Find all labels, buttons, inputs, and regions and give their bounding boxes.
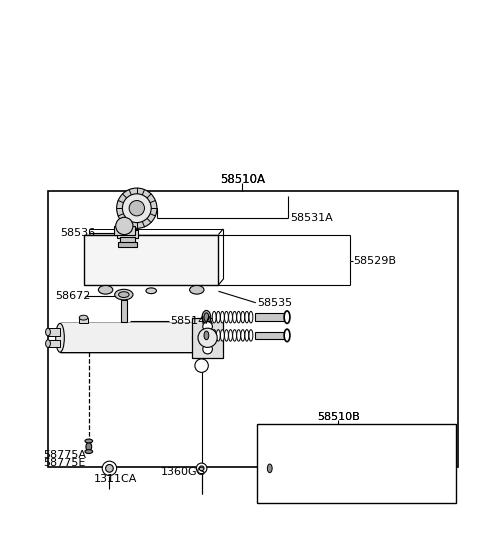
Ellipse shape [204, 331, 209, 340]
Ellipse shape [46, 328, 50, 336]
Ellipse shape [233, 330, 237, 341]
Text: 58529B: 58529B [353, 256, 396, 266]
Circle shape [129, 200, 144, 216]
Ellipse shape [237, 311, 240, 323]
Text: 58536: 58536 [60, 228, 95, 238]
Ellipse shape [228, 311, 232, 323]
Text: 58775A: 58775A [43, 450, 86, 460]
Ellipse shape [56, 323, 64, 352]
Ellipse shape [304, 462, 308, 474]
Text: 58510A: 58510A [220, 173, 265, 186]
Ellipse shape [241, 311, 245, 323]
Ellipse shape [199, 466, 204, 471]
Ellipse shape [202, 311, 211, 324]
Ellipse shape [245, 311, 249, 323]
Bar [192, 318, 223, 358]
Bar [255, 313, 284, 321]
Ellipse shape [216, 330, 220, 341]
Circle shape [203, 345, 212, 354]
Bar [120, 238, 135, 243]
Text: 58531A: 58531A [290, 213, 333, 223]
Bar [121, 300, 127, 323]
Ellipse shape [204, 313, 209, 322]
Text: 58535: 58535 [257, 298, 292, 308]
Ellipse shape [348, 462, 353, 474]
Ellipse shape [106, 465, 113, 472]
Ellipse shape [265, 461, 274, 475]
Circle shape [198, 328, 217, 347]
Ellipse shape [79, 315, 88, 320]
Ellipse shape [85, 439, 93, 443]
Ellipse shape [267, 464, 272, 473]
Ellipse shape [249, 311, 253, 323]
Ellipse shape [196, 463, 207, 473]
Bar [319, 465, 348, 472]
Ellipse shape [216, 311, 220, 323]
Ellipse shape [249, 330, 253, 341]
Circle shape [195, 359, 208, 372]
Ellipse shape [233, 311, 237, 323]
Ellipse shape [102, 461, 117, 476]
Ellipse shape [212, 311, 216, 323]
Ellipse shape [280, 462, 284, 474]
Bar [118, 242, 137, 247]
Ellipse shape [192, 323, 201, 352]
Bar [255, 331, 284, 339]
Text: 1311CA: 1311CA [94, 474, 137, 484]
Ellipse shape [190, 286, 204, 294]
Bar [257, 424, 456, 503]
Ellipse shape [300, 462, 304, 474]
Ellipse shape [202, 329, 211, 342]
Ellipse shape [146, 288, 156, 294]
Ellipse shape [86, 442, 92, 451]
Circle shape [122, 194, 151, 223]
Ellipse shape [288, 462, 292, 474]
Text: 58510B: 58510B [317, 412, 360, 422]
Text: 58514A: 58514A [170, 316, 213, 326]
Ellipse shape [115, 289, 133, 300]
Ellipse shape [220, 330, 224, 341]
Ellipse shape [237, 330, 240, 341]
Ellipse shape [98, 286, 113, 294]
Ellipse shape [245, 330, 249, 341]
Ellipse shape [284, 462, 288, 474]
Text: 58775E: 58775E [43, 458, 85, 468]
Ellipse shape [220, 311, 224, 323]
Bar [114, 226, 135, 235]
Text: 58510A: 58510A [220, 173, 265, 186]
Bar [48, 192, 458, 467]
Text: 58510B: 58510B [317, 412, 360, 422]
Bar [48, 340, 60, 347]
Ellipse shape [225, 330, 228, 341]
Bar [60, 323, 197, 352]
Ellipse shape [308, 462, 312, 474]
Bar [84, 235, 218, 285]
Text: 1360GG: 1360GG [161, 467, 206, 477]
Ellipse shape [276, 462, 279, 474]
Ellipse shape [284, 311, 290, 323]
Ellipse shape [212, 330, 216, 341]
Ellipse shape [225, 311, 228, 323]
Ellipse shape [119, 292, 129, 298]
Bar [60, 323, 197, 352]
Ellipse shape [241, 330, 245, 341]
Circle shape [116, 217, 133, 235]
Text: 58672: 58672 [55, 290, 91, 300]
Circle shape [203, 322, 212, 331]
Ellipse shape [292, 462, 296, 474]
Ellipse shape [85, 450, 93, 454]
Ellipse shape [284, 329, 290, 342]
Ellipse shape [228, 330, 232, 341]
Ellipse shape [296, 462, 300, 474]
Bar [117, 230, 138, 239]
Ellipse shape [46, 340, 50, 347]
Ellipse shape [312, 462, 316, 474]
Bar [48, 328, 60, 336]
Circle shape [117, 188, 157, 228]
Bar [79, 318, 88, 323]
